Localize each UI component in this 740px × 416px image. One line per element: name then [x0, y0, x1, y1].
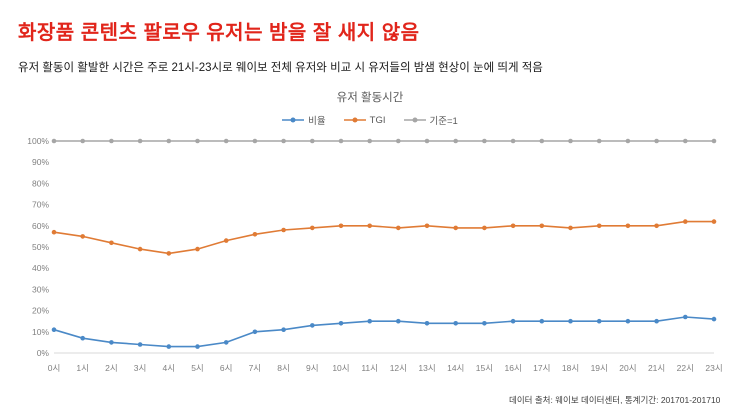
- legend-label: 비율: [308, 116, 326, 127]
- legend-item-1[interactable]: TGI: [343, 114, 386, 126]
- svg-text:8시: 8시: [277, 363, 290, 373]
- page-title: 화장품 콘텐츠 팔로우 유저는 밤을 잘 새지 않음: [18, 22, 420, 44]
- svg-text:3시: 3시: [134, 363, 147, 373]
- svg-text:16시: 16시: [504, 363, 521, 373]
- chart-legend: 비율 TGI 기준=1: [0, 113, 740, 127]
- svg-text:7시: 7시: [249, 363, 262, 373]
- svg-text:22시: 22시: [677, 363, 694, 373]
- legend-label: 기준=1: [429, 116, 458, 127]
- svg-text:80%: 80%: [32, 178, 49, 188]
- chart-block: 유저 활동시간 비율 TGI 기준=1 0% 10% 20% 30% 40% 50% 60% 70…: [0, 89, 740, 388]
- svg-text:0%: 0%: [37, 348, 50, 358]
- svg-text:6시: 6시: [220, 363, 233, 373]
- svg-text:20%: 20%: [32, 306, 49, 316]
- svg-text:11시: 11시: [361, 363, 378, 373]
- svg-text:13시: 13시: [418, 363, 435, 373]
- svg-text:90%: 90%: [32, 157, 49, 167]
- svg-text:12시: 12시: [390, 363, 407, 373]
- svg-text:40%: 40%: [32, 263, 49, 273]
- svg-text:15시: 15시: [476, 363, 493, 373]
- chart-canvas: 0% 10% 20% 30% 40% 50% 60% 70% 80% 90% 100% 0시 1시 2시 3…: [27, 136, 722, 373]
- svg-text:23시: 23시: [705, 363, 722, 373]
- svg-text:9시: 9시: [306, 363, 319, 373]
- legend-label: TGI: [369, 114, 386, 126]
- svg-text:10시: 10시: [332, 363, 349, 373]
- chart-title: 유저 활동시간: [336, 92, 404, 104]
- legend-marker-icon: [403, 117, 426, 123]
- svg-text:30%: 30%: [32, 284, 49, 294]
- svg-text:14시: 14시: [447, 363, 464, 373]
- svg-text:5시: 5시: [191, 363, 204, 373]
- data-source-note: 데이터 출처: 웨이보 데이터센터, 통계기간: 201701-201710: [509, 394, 721, 405]
- chart-area: 0% 10% 20% 30% 40% 50% 60% 70% 80% 90% 100% 0시 1시 2시 3…: [0, 131, 740, 388]
- svg-text:21시: 21시: [648, 363, 665, 373]
- legend-item-2[interactable]: 기준=1: [403, 113, 458, 127]
- svg-text:100%: 100%: [27, 136, 49, 146]
- svg-text:50%: 50%: [32, 242, 49, 252]
- legend-marker-icon: [343, 117, 366, 123]
- svg-text:1시: 1시: [76, 363, 89, 373]
- svg-text:17시: 17시: [533, 363, 550, 373]
- svg-text:20시: 20시: [619, 363, 636, 373]
- page-subtitle: 유저 활동이 활발한 시간은 주로 21시-23시로 웨이보 전체 유저와 비교…: [18, 62, 543, 74]
- svg-text:18시: 18시: [562, 363, 579, 373]
- svg-text:4시: 4시: [163, 363, 176, 373]
- header: 화장품 콘텐츠 팔로우 유저는 밤을 잘 새지 않음 유저 활동이 활발한 시간…: [0, 0, 740, 75]
- svg-text:70%: 70%: [32, 200, 49, 210]
- svg-text:0시: 0시: [48, 363, 61, 373]
- legend-item-0[interactable]: 비율: [282, 113, 326, 127]
- legend-marker-icon: [282, 117, 305, 123]
- svg-text:19시: 19시: [591, 363, 608, 373]
- svg-text:10%: 10%: [32, 327, 49, 337]
- svg-text:2시: 2시: [105, 363, 118, 373]
- svg-text:60%: 60%: [32, 221, 49, 231]
